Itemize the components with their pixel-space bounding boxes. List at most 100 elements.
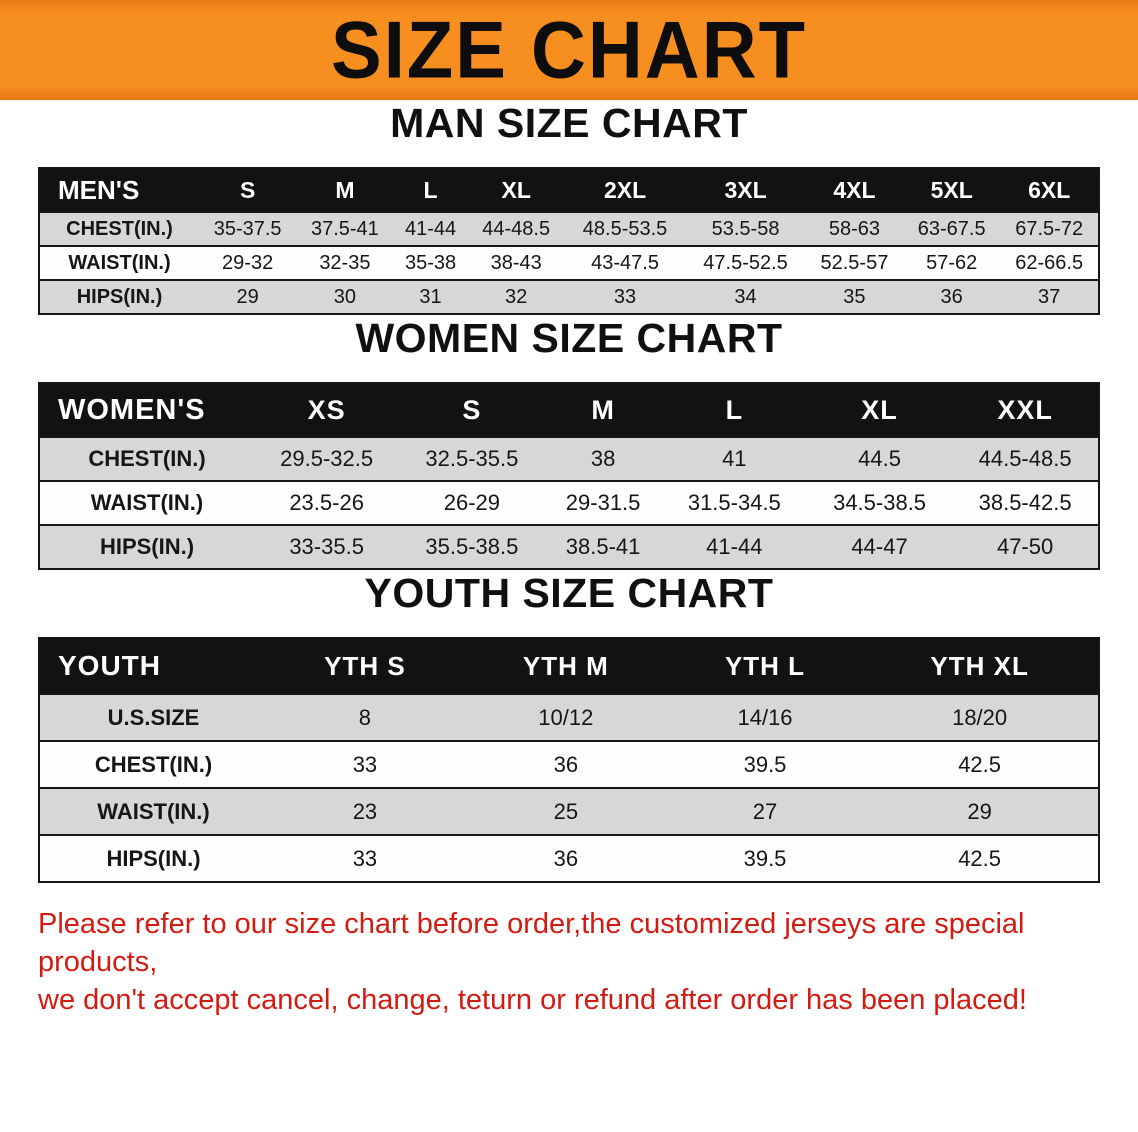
disclaimer: Please refer to our size chart before or… (38, 905, 1100, 1019)
measurement-row: CHEST(IN.) 29.5-32.5 32.5-35.5 38 41 44.5 44.5… (39, 437, 1099, 481)
size-column-header: XL (806, 383, 953, 437)
man-size-chart-title: MAN SIZE CHART (390, 100, 748, 146)
measurement-row: HIPS(IN.) 33 36 39.5 42.5 (39, 835, 1099, 882)
measurement-label: WAIST(IN.) (68, 251, 171, 274)
size-column-header: L (393, 168, 468, 212)
size-value: 53.5-58 (711, 217, 780, 240)
size-value: 41 (722, 446, 747, 471)
size-value: 35-37.5 (213, 217, 282, 240)
size-value: 35 (843, 285, 866, 308)
size-column-header: YTH XL (861, 638, 1099, 694)
women-size-table-container: WOMEN'S XS S M L XL XXL CHEST(IN.) 29.5-32.5 32.5… (38, 382, 1100, 570)
size-value: 43-47.5 (591, 251, 659, 274)
size-value: 38.5-42.5 (978, 490, 1072, 515)
size-value: 10/12 (538, 704, 594, 730)
measurement-label: HIPS(IN.) (99, 534, 195, 559)
table-category-label: MEN'S (39, 168, 199, 212)
size-value: 63-67.5 (917, 217, 986, 240)
size-column-header: L (661, 383, 807, 437)
size-chart-banner: SIZE CHART (0, 0, 1138, 100)
size-value: 48.5-53.5 (582, 217, 668, 240)
size-value: 47-50 (996, 534, 1054, 559)
measurement-row: HIPS(IN.) 29 30 31 32 33 34 35 36 37 (39, 280, 1099, 314)
size-value: 37 (1038, 285, 1061, 308)
size-value: 23 (352, 798, 378, 824)
size-value: 35-38 (404, 251, 457, 274)
size-column-header: 4XL (805, 168, 904, 212)
measurement-row: WAIST(IN.) 29-32 32-35 35-38 38-43 43-47.5 47.… (39, 246, 1099, 280)
size-value: 36 (553, 751, 579, 777)
youth-size-chart-title: YOUTH SIZE CHART (364, 570, 774, 616)
size-value: 52.5-57 (820, 251, 889, 274)
size-value: 37.5-41 (310, 217, 379, 240)
size-value: 32-35 (319, 251, 371, 274)
size-column-header: XXL (952, 383, 1099, 437)
size-value: 29 (967, 798, 992, 824)
women-size-chart-title: WOMEN SIZE CHART (355, 315, 783, 361)
size-value: 33-35.5 (289, 534, 364, 559)
size-value: 29.5-32.5 (280, 446, 374, 471)
banner-title: SIZE CHART (331, 4, 807, 96)
youth-size-table: YOUTH YTH S YTH M YTH L YTH XL U.S.SIZE 8 10/12… (38, 637, 1100, 883)
size-column-header: XL (467, 168, 565, 212)
size-value: 8 (358, 704, 372, 730)
size-column-header: S (399, 383, 545, 437)
size-value: 44.5-48.5 (978, 446, 1072, 471)
size-value: 62-66.5 (1015, 251, 1084, 274)
size-value: 41-44 (706, 534, 763, 559)
size-value: 18/20 (952, 704, 1008, 730)
measurement-label: WAIST(IN.) (97, 798, 210, 824)
size-column-header: M (296, 168, 394, 212)
size-value: 29-31.5 (565, 490, 641, 515)
header-row: YOUTH YTH S YTH M YTH L YTH XL (39, 638, 1099, 694)
size-column-header: S (199, 168, 297, 212)
size-value: 58-63 (828, 217, 880, 240)
size-value: 32 (505, 285, 528, 308)
size-value: 31 (419, 285, 442, 308)
table-category-label: YOUTH (39, 638, 267, 694)
measurement-row: HIPS(IN.) 33-35.5 35.5-38.5 38.5-41 41-44 44-… (39, 525, 1099, 569)
disclaimer-line-2: we don't accept cancel, change, teturn o… (38, 984, 1027, 1016)
size-value: 47.5-52.5 (703, 251, 788, 274)
size-column-header: YTH S (267, 638, 463, 694)
header-row: MEN'S S M L XL 2XL 3XL 4XL 5XL 6XL (39, 168, 1099, 212)
size-column-header: YTH M (462, 638, 669, 694)
size-column-header: M (544, 383, 662, 437)
size-column-header: 5XL (903, 168, 1001, 212)
size-value: 27 (752, 798, 778, 824)
size-value: 25 (553, 798, 579, 824)
size-value: 39.5 (743, 751, 787, 777)
measurement-label: CHEST(IN.) (66, 217, 173, 240)
size-value: 29 (236, 285, 259, 308)
size-value: 33 (613, 285, 637, 308)
size-value: 34.5-38.5 (833, 490, 927, 515)
man-size-table-container: MEN'S S M L XL 2XL 3XL 4XL 5XL 6XL CHEST(IN.) 35-37… (38, 167, 1100, 315)
size-value: 44-47 (851, 534, 908, 559)
size-value: 33 (352, 845, 378, 871)
size-value: 44.5 (858, 446, 901, 471)
measurement-row: U.S.SIZE 8 10/12 14/16 18/20 (39, 694, 1099, 741)
size-value: 33 (352, 751, 378, 777)
size-value: 34 (734, 285, 757, 308)
size-value: 23.5-26 (289, 490, 364, 515)
size-value: 26-29 (443, 490, 501, 515)
measurement-label: U.S.SIZE (107, 704, 200, 730)
size-value: 31.5-34.5 (687, 490, 781, 515)
youth-size-table-container: YOUTH YTH S YTH M YTH L YTH XL U.S.SIZE 8 10/12… (38, 637, 1100, 883)
measurement-row: CHEST(IN.) 35-37.5 37.5-41 41-44 44-48.5 48.5… (39, 212, 1099, 246)
measurement-row: WAIST(IN.) 23 25 27 29 (39, 788, 1099, 835)
size-column-header: 3XL (685, 168, 806, 212)
size-value: 36 (940, 285, 963, 308)
measurement-row: WAIST(IN.) 23.5-26 26-29 29-31.5 31.5-34.5 34… (39, 481, 1099, 525)
size-value: 30 (333, 285, 357, 308)
man-size-table: MEN'S S M L XL 2XL 3XL 4XL 5XL 6XL CHEST(IN.) 35-37… (38, 167, 1100, 315)
measurement-row: CHEST(IN.) 33 36 39.5 42.5 (39, 741, 1099, 788)
size-value: 36 (553, 845, 579, 871)
size-column-header: XS (254, 383, 400, 437)
size-value: 39.5 (743, 845, 787, 871)
size-column-header: 6XL (1000, 168, 1099, 212)
size-value: 42.5 (958, 751, 1002, 777)
size-value: 57-62 (926, 251, 978, 274)
header-row: WOMEN'S XS S M L XL XXL (39, 383, 1099, 437)
size-value: 44-48.5 (482, 217, 551, 240)
